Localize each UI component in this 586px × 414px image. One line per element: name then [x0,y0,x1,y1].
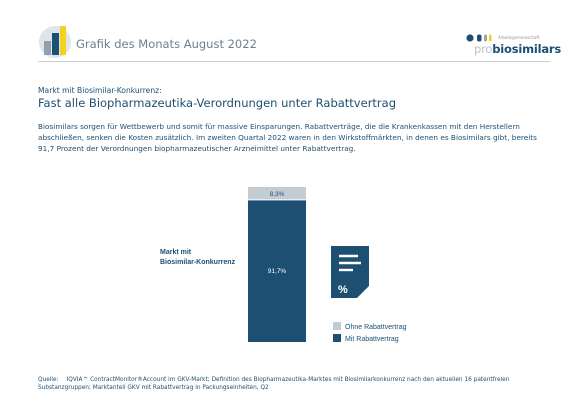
brand-dots-icon [466,34,492,42]
category-label-line: Markt mit [160,249,192,256]
document-percent-icon: % [331,246,369,298]
source-footnote: Quelle: IQVIA™ ContractMonitor®Account im… [38,376,558,392]
header-logo-icon [39,26,71,58]
source-text: IQVIA™ ContractMonitor®Account im GKV-Ma… [38,377,510,391]
legend-swatch [333,322,341,330]
intro-paragraph: Biosimilars sorgen für Wettbewerb und so… [38,122,537,153]
page-title: Grafik des Monats August 2022 [76,37,257,51]
brand-logo-biosimilars: biosimilars [492,42,562,56]
bar-ohne-rabattvertrag [248,187,306,200]
chart-subtitle: Markt mit Biosimilar-Konkurrenz: [38,86,162,95]
data-label-mit-rabattvertrag: 91,7% [268,268,287,275]
brand-logo-text: probiosimilars [474,42,561,56]
data-label-ohne-rabattvertrag: 8,3% [270,191,285,198]
chart-headline: Fast alle Biopharmazeutika-Verordnungen … [38,96,397,110]
bar-mit-rabattvertrag [248,199,306,342]
category-label-line: Biosimilar-Konkurrenz [160,259,236,266]
brand-logo-subtitle: Arbeitsgemeinschaft [498,35,540,40]
source-label: Quelle: [38,377,59,383]
brand-logo-pro: pro [474,42,493,56]
svg-text:%: % [338,284,348,296]
legend-label: Mit Rabattvertrag [345,336,399,343]
header-divider [38,61,550,62]
legend-label: Ohne Rabattvertrag [345,324,407,331]
legend-swatch [333,334,341,342]
